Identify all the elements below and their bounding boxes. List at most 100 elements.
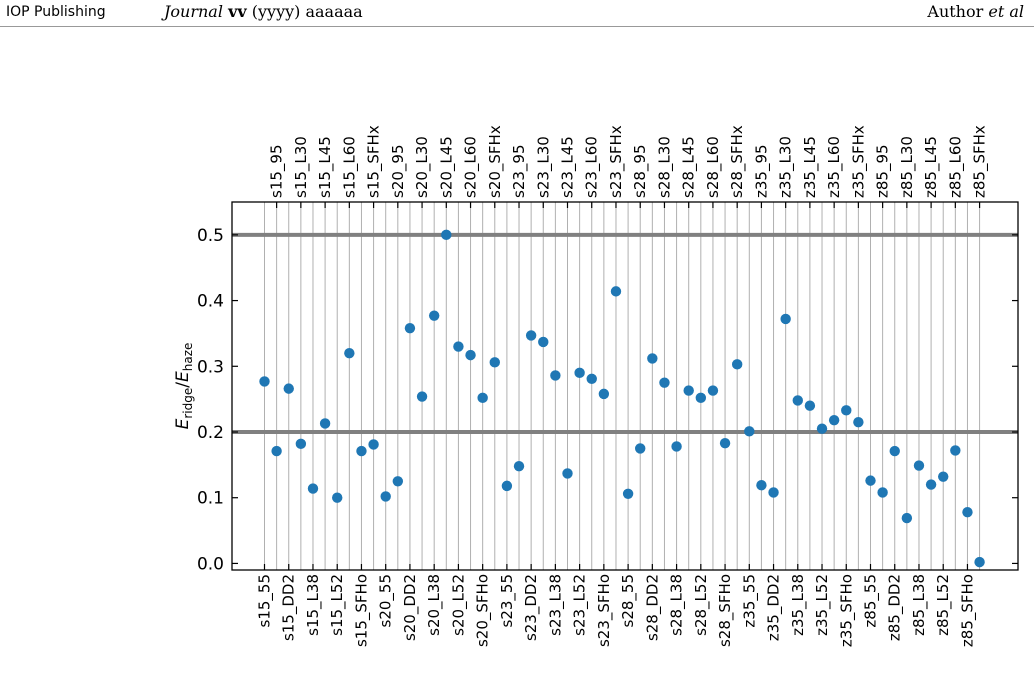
data-point (925, 479, 937, 490)
x-tick-label-top: s15_SFHx (365, 125, 384, 198)
x-tick-label-top: s20_SFHx (486, 125, 505, 198)
data-point (538, 336, 549, 348)
data-point (441, 229, 452, 241)
x-tick-label-top: s28_L45 (680, 136, 699, 198)
publisher-name: IOP Publishing (6, 4, 106, 20)
x-tick-label-top: z85_L30 (898, 136, 917, 198)
data-point (307, 483, 319, 494)
x-tick-label-bottom: s20_DD2 (401, 574, 420, 641)
data-point (901, 512, 913, 524)
data-point (356, 445, 367, 457)
data-point (695, 392, 707, 404)
data-point (259, 376, 270, 387)
data-point (877, 487, 888, 498)
x-tick-label-bottom: z85_L38 (910, 574, 929, 636)
x-tick-label-bottom: s23_L38 (546, 574, 565, 636)
author-line: Author et al (927, 2, 1024, 21)
page-header: IOP Publishing Journal vv (yyyy) aaaaaa … (0, 0, 1034, 27)
data-point (501, 480, 513, 492)
data-point (392, 476, 404, 487)
data-point (574, 367, 585, 379)
x-tick-label-top: s28_95 (631, 145, 650, 199)
x-axis-ticks: s15_55 s15_95 s15_DD2 s15_L30 s15_L38 s15_L45… (256, 125, 990, 647)
x-tick-label-bottom: s20_L52 (449, 574, 468, 636)
y-label-denominator-sub: haze (181, 343, 195, 372)
x-tick-label-top: s20_L30 (413, 136, 432, 198)
y-tick-label: 0.5 (197, 226, 224, 246)
data-point (513, 460, 525, 472)
data-point (828, 414, 840, 426)
x-tick-label-bottom: z85_SFHo (958, 574, 977, 647)
x-tick-label-bottom: s28_55 (619, 574, 638, 628)
data-point (647, 353, 658, 364)
data-point (816, 423, 828, 434)
data-point (283, 383, 294, 394)
x-tick-label-top: s23_L30 (534, 136, 553, 198)
data-point (768, 487, 779, 498)
y-axis-label: Eridge/Ehaze (173, 343, 195, 430)
data-point (550, 370, 561, 381)
data-point (332, 492, 343, 503)
y-label-slash: / (173, 382, 193, 388)
header-rule (0, 26, 1034, 27)
data-point (368, 439, 379, 450)
x-tick-label-bottom: z35_L38 (789, 574, 808, 636)
data-point (489, 357, 500, 368)
x-tick-label-top: z35_95 (752, 144, 771, 198)
x-tick-label-top: z85_SFHx (971, 125, 990, 198)
x-tick-label-top: s15_L30 (292, 136, 311, 198)
journal-citation: Journal vv (yyyy) aaaaaa (164, 2, 363, 21)
x-tick-label-bottom: s23_DD2 (522, 574, 541, 641)
x-tick-label-top: s15_95 (268, 145, 287, 199)
data-point (913, 460, 925, 471)
data-point (586, 373, 597, 384)
data-point (477, 392, 488, 404)
x-tick-label-bottom: z85_L52 (934, 574, 953, 636)
data-point (562, 468, 573, 479)
y-tick-label: 0.3 (197, 357, 224, 377)
x-tick-label-top: s23_L45 (559, 136, 578, 198)
x-tick-label-top: z85_95 (874, 144, 893, 198)
data-point (635, 443, 646, 454)
data-point (428, 310, 440, 321)
data-point (792, 395, 803, 406)
data-point (525, 330, 537, 341)
data-point (319, 418, 331, 429)
data-point (853, 416, 864, 428)
x-tick-label-top: s23_95 (510, 145, 529, 199)
data-point (271, 445, 282, 457)
data-point (756, 480, 767, 491)
x-tick-label-bottom: z35_DD2 (765, 574, 784, 641)
journal-name: Journal (164, 2, 223, 21)
x-tick-label-bottom: s15_L52 (328, 574, 347, 636)
data-point (610, 286, 622, 297)
x-tick-label-bottom: s15_L38 (304, 574, 323, 636)
x-tick-label-top: z35_L60 (825, 136, 844, 198)
x-tick-label-top: s15_L45 (316, 136, 335, 198)
data-point (889, 445, 900, 457)
x-tick-label-bottom: s15_55 (256, 574, 275, 628)
data-point (380, 491, 391, 502)
journal-year-pages: (yyyy) aaaaaa (251, 2, 363, 21)
data-point (465, 349, 476, 361)
x-tick-label-top: s15_L60 (340, 136, 359, 198)
x-tick-label-top: s28_SFHx (728, 125, 747, 198)
data-point (683, 385, 694, 396)
x-tick-label-top: s28_L60 (704, 136, 723, 198)
data-point (598, 388, 610, 400)
data-point (295, 438, 307, 450)
x-tick-label-bottom: s28_L52 (692, 574, 711, 636)
data-point (453, 341, 464, 352)
x-tick-label-bottom: z85_55 (862, 574, 881, 628)
author-name: Author (927, 2, 984, 21)
x-tick-label-bottom: z35_55 (740, 574, 759, 628)
journal-volume: vv (228, 2, 247, 21)
x-tick-label-bottom: s20_SFHo (474, 574, 493, 647)
y-tick-label: 0.1 (197, 489, 224, 509)
x-tick-label-bottom: s23_SFHo (595, 574, 614, 647)
x-tick-label-top: s20_L45 (437, 136, 456, 198)
data-point (804, 400, 816, 411)
data-point (671, 441, 682, 452)
x-tick-label-bottom: s20_55 (377, 574, 396, 628)
